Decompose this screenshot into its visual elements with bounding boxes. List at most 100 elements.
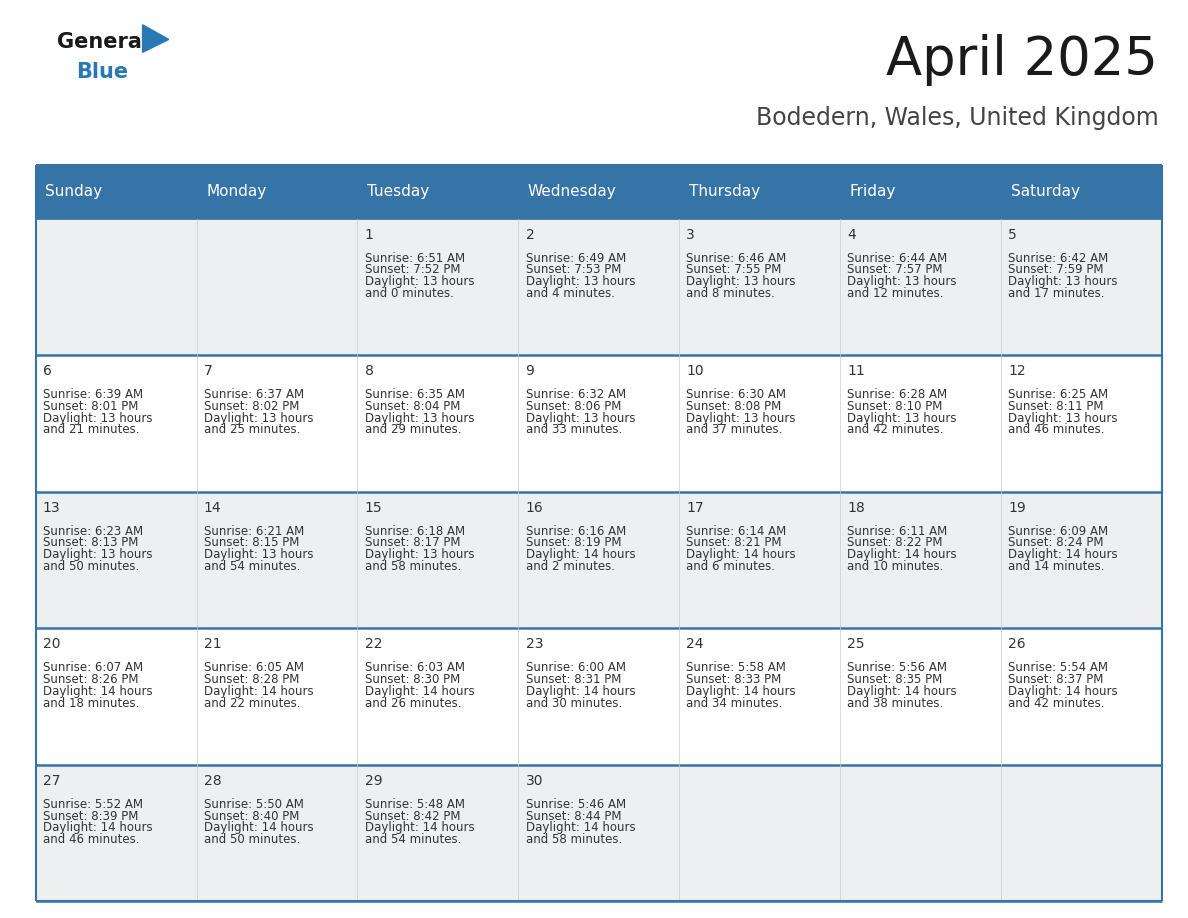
Bar: [36, 765, 196, 901]
Bar: [518, 218, 680, 355]
Bar: [196, 492, 358, 628]
Text: Daylight: 13 hours: Daylight: 13 hours: [365, 275, 474, 288]
Text: 5: 5: [1009, 228, 1017, 241]
Text: and 18 minutes.: and 18 minutes.: [43, 697, 139, 710]
Bar: [196, 628, 358, 765]
Text: Daylight: 14 hours: Daylight: 14 hours: [1009, 685, 1118, 698]
Text: Monday: Monday: [207, 185, 266, 199]
Bar: [1001, 492, 1162, 628]
Bar: [680, 492, 840, 628]
Text: 22: 22: [365, 637, 383, 652]
Text: Daylight: 13 hours: Daylight: 13 hours: [204, 548, 314, 561]
Text: 1: 1: [365, 228, 373, 241]
Text: Daylight: 13 hours: Daylight: 13 hours: [365, 548, 474, 561]
Text: Sunset: 8:19 PM: Sunset: 8:19 PM: [525, 536, 621, 550]
Text: 9: 9: [525, 364, 535, 378]
Text: and 38 minutes.: and 38 minutes.: [847, 697, 943, 710]
Text: and 29 minutes.: and 29 minutes.: [365, 423, 461, 436]
Text: 19: 19: [1009, 501, 1026, 515]
Text: and 25 minutes.: and 25 minutes.: [204, 423, 301, 436]
Text: 28: 28: [204, 774, 221, 788]
Text: Sunrise: 6:35 AM: Sunrise: 6:35 AM: [365, 388, 465, 401]
Text: Sunrise: 6:30 AM: Sunrise: 6:30 AM: [687, 388, 786, 401]
Text: Sunset: 7:57 PM: Sunset: 7:57 PM: [847, 263, 943, 276]
Text: Sunrise: 6:18 AM: Sunrise: 6:18 AM: [365, 525, 465, 538]
Text: Daylight: 14 hours: Daylight: 14 hours: [1009, 548, 1118, 561]
Bar: [840, 628, 1001, 765]
Text: Sunset: 8:06 PM: Sunset: 8:06 PM: [525, 400, 621, 413]
Text: and 46 minutes.: and 46 minutes.: [43, 834, 139, 846]
Bar: [680, 628, 840, 765]
Text: Sunset: 8:15 PM: Sunset: 8:15 PM: [204, 536, 299, 550]
Text: 30: 30: [525, 774, 543, 788]
Text: Sunrise: 6:46 AM: Sunrise: 6:46 AM: [687, 252, 786, 264]
Bar: [1001, 355, 1162, 492]
Text: and 10 minutes.: and 10 minutes.: [847, 560, 943, 573]
Text: April 2025: April 2025: [886, 34, 1158, 85]
Text: and 6 minutes.: and 6 minutes.: [687, 560, 776, 573]
Text: Daylight: 14 hours: Daylight: 14 hours: [847, 685, 958, 698]
Text: Sunrise: 6:05 AM: Sunrise: 6:05 AM: [204, 661, 304, 675]
Text: 13: 13: [43, 501, 61, 515]
Text: Friday: Friday: [849, 185, 896, 199]
Text: and 50 minutes.: and 50 minutes.: [204, 834, 301, 846]
Text: 14: 14: [204, 501, 221, 515]
Text: and 22 minutes.: and 22 minutes.: [204, 697, 301, 710]
Bar: [840, 355, 1001, 492]
Text: Sunset: 8:21 PM: Sunset: 8:21 PM: [687, 536, 782, 550]
Text: Sunrise: 6:51 AM: Sunrise: 6:51 AM: [365, 252, 465, 264]
Text: Sunrise: 6:28 AM: Sunrise: 6:28 AM: [847, 388, 948, 401]
Text: Sunset: 7:59 PM: Sunset: 7:59 PM: [1009, 263, 1104, 276]
Text: Sunday: Sunday: [45, 185, 102, 199]
Text: Sunset: 8:33 PM: Sunset: 8:33 PM: [687, 673, 782, 686]
Text: Daylight: 13 hours: Daylight: 13 hours: [525, 411, 636, 425]
Bar: [518, 628, 680, 765]
Polygon shape: [143, 25, 169, 52]
Text: 3: 3: [687, 228, 695, 241]
Text: Daylight: 13 hours: Daylight: 13 hours: [365, 411, 474, 425]
Text: and 33 minutes.: and 33 minutes.: [525, 423, 621, 436]
Text: 10: 10: [687, 364, 704, 378]
Text: and 26 minutes.: and 26 minutes.: [365, 697, 461, 710]
Bar: [680, 355, 840, 492]
Text: 15: 15: [365, 501, 383, 515]
Text: Sunset: 8:28 PM: Sunset: 8:28 PM: [204, 673, 299, 686]
Text: and 50 minutes.: and 50 minutes.: [43, 560, 139, 573]
Bar: [1001, 765, 1162, 901]
Text: Sunrise: 6:00 AM: Sunrise: 6:00 AM: [525, 661, 626, 675]
Text: 18: 18: [847, 501, 865, 515]
Text: Sunrise: 6:25 AM: Sunrise: 6:25 AM: [1009, 388, 1108, 401]
Bar: [36, 165, 1162, 218]
Text: and 42 minutes.: and 42 minutes.: [1009, 697, 1105, 710]
Text: Sunrise: 6:03 AM: Sunrise: 6:03 AM: [365, 661, 465, 675]
Text: and 4 minutes.: and 4 minutes.: [525, 286, 614, 299]
Text: Sunset: 7:53 PM: Sunset: 7:53 PM: [525, 263, 621, 276]
Bar: [518, 765, 680, 901]
Text: Sunrise: 6:42 AM: Sunrise: 6:42 AM: [1009, 252, 1108, 264]
Text: and 8 minutes.: and 8 minutes.: [687, 286, 776, 299]
Text: Sunrise: 6:11 AM: Sunrise: 6:11 AM: [847, 525, 948, 538]
Text: 21: 21: [204, 637, 221, 652]
Bar: [358, 218, 518, 355]
Text: Daylight: 13 hours: Daylight: 13 hours: [43, 548, 152, 561]
Text: Sunrise: 6:32 AM: Sunrise: 6:32 AM: [525, 388, 626, 401]
Text: Sunrise: 6:14 AM: Sunrise: 6:14 AM: [687, 525, 786, 538]
Text: Daylight: 13 hours: Daylight: 13 hours: [43, 411, 152, 425]
Text: and 0 minutes.: and 0 minutes.: [365, 286, 454, 299]
Text: and 54 minutes.: and 54 minutes.: [204, 560, 301, 573]
Text: and 21 minutes.: and 21 minutes.: [43, 423, 139, 436]
Text: 11: 11: [847, 364, 865, 378]
Text: Daylight: 14 hours: Daylight: 14 hours: [525, 822, 636, 834]
Text: and 46 minutes.: and 46 minutes.: [1009, 423, 1105, 436]
Text: Sunset: 8:37 PM: Sunset: 8:37 PM: [1009, 673, 1104, 686]
Bar: [36, 492, 196, 628]
Text: 29: 29: [365, 774, 383, 788]
Text: Daylight: 14 hours: Daylight: 14 hours: [687, 548, 796, 561]
Text: Sunset: 8:08 PM: Sunset: 8:08 PM: [687, 400, 782, 413]
Text: Sunset: 7:52 PM: Sunset: 7:52 PM: [365, 263, 460, 276]
Text: and 30 minutes.: and 30 minutes.: [525, 697, 621, 710]
Bar: [1001, 628, 1162, 765]
Text: Daylight: 13 hours: Daylight: 13 hours: [847, 411, 956, 425]
Text: Daylight: 14 hours: Daylight: 14 hours: [525, 685, 636, 698]
Text: and 34 minutes.: and 34 minutes.: [687, 697, 783, 710]
